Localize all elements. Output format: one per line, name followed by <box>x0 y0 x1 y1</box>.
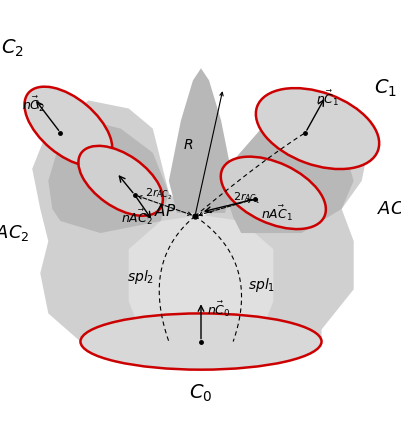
Text: $R$: $R$ <box>182 137 192 152</box>
Text: $C_1$: $C_1$ <box>373 78 396 99</box>
Text: $n\vec{AC}_1$: $n\vec{AC}_1$ <box>261 203 293 223</box>
Polygon shape <box>48 121 168 233</box>
Text: $n\vec{AC}_2$: $n\vec{AC}_2$ <box>120 207 152 227</box>
Text: $AP$: $AP$ <box>154 203 176 219</box>
Ellipse shape <box>255 88 378 169</box>
Text: $AC_1$: $AC_1$ <box>376 199 401 219</box>
Ellipse shape <box>24 87 112 167</box>
Ellipse shape <box>78 146 162 216</box>
Text: $n\vec{C}_1$: $n\vec{C}_1$ <box>315 89 338 108</box>
Text: $2r_{AC_1}$: $2r_{AC_1}$ <box>233 191 260 206</box>
Polygon shape <box>225 113 353 233</box>
Ellipse shape <box>220 156 325 229</box>
Ellipse shape <box>80 313 321 370</box>
Polygon shape <box>128 215 273 342</box>
Text: $C_2$: $C_2$ <box>1 38 24 59</box>
Text: $C_0$: $C_0$ <box>189 383 212 404</box>
Text: $AC_2$: $AC_2$ <box>0 223 29 243</box>
Text: $spl_2$: $spl_2$ <box>127 268 154 286</box>
Text: $2r_{AC_2}$: $2r_{AC_2}$ <box>144 187 172 202</box>
Text: $n\vec{C}_2$: $n\vec{C}_2$ <box>22 95 45 114</box>
Polygon shape <box>168 69 233 213</box>
Polygon shape <box>32 100 369 342</box>
Text: $spl_1$: $spl_1$ <box>247 276 274 294</box>
Text: $n\vec{C}_0$: $n\vec{C}_0$ <box>207 300 230 319</box>
